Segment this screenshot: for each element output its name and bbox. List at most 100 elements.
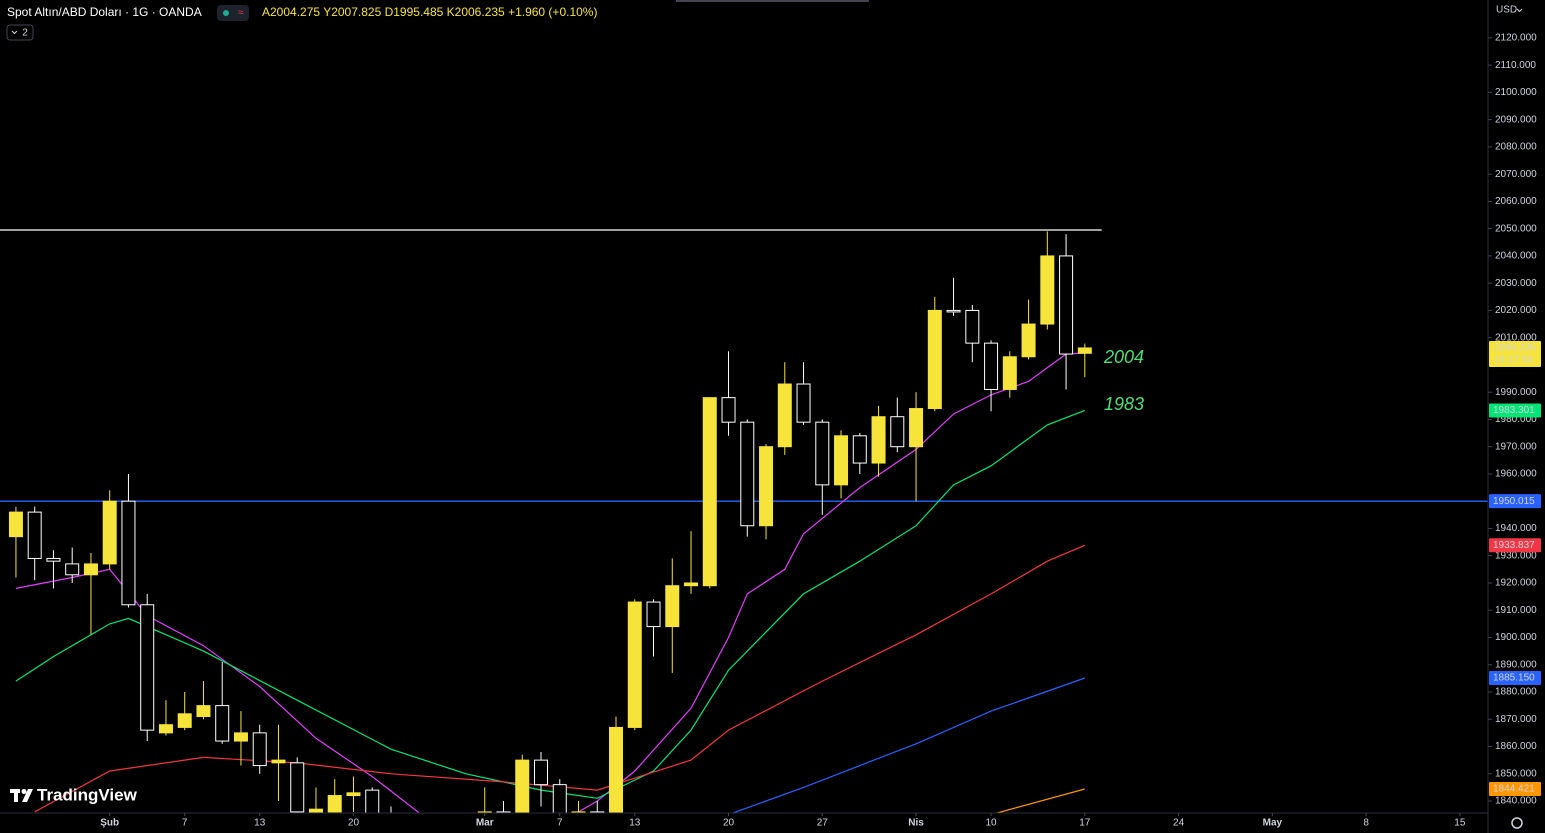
y-tick-label: 1890.000 — [1495, 659, 1537, 670]
axes: 2120.000 2110.000 2100.000 2090.000 2080.000… — [100, 33, 1541, 829]
line-price-badge — [1489, 781, 1541, 796]
moving-average-line — [34, 544, 1086, 813]
y-tick-label: 1860.000 — [1495, 741, 1537, 752]
candle-body — [215, 705, 230, 742]
y-tick-label: 2110.000 — [1495, 60, 1536, 71]
annotation: 1983 — [1104, 394, 1144, 414]
candle-body — [590, 811, 605, 813]
candle-body — [365, 789, 380, 813]
candle-body — [609, 726, 624, 813]
x-tick-label: 7 — [557, 818, 563, 829]
candle-body — [1002, 356, 1017, 390]
line-price-badge-label: 1885.150 — [1493, 673, 1535, 684]
candle-body — [665, 585, 680, 628]
y-tick-label: 1910.000 — [1495, 605, 1537, 616]
candle-body — [1077, 347, 1092, 354]
candle-body — [384, 815, 397, 829]
status-badge[interactable] — [217, 5, 249, 21]
y-tick-label: 2100.000 — [1495, 87, 1537, 98]
y-tick-label: 1940.000 — [1495, 523, 1537, 534]
candle-body — [102, 500, 117, 565]
candle-body — [1040, 255, 1055, 325]
line-price-badge-label: 1983.301 — [1493, 405, 1535, 416]
candle-body — [909, 408, 924, 448]
candle-body — [796, 383, 811, 423]
candle-body — [759, 446, 774, 527]
ohlc-change: +1.960 (+0.10%) — [508, 5, 597, 19]
moving-average-line — [994, 788, 1085, 813]
candle-body — [946, 309, 961, 313]
top-handle — [676, 0, 869, 2]
candle-body — [140, 604, 155, 731]
candle-body — [927, 309, 942, 410]
x-tick-label: 20 — [348, 818, 360, 829]
x-tick-label: Mar — [476, 818, 494, 829]
indicator-toggle[interactable] — [6, 24, 34, 41]
indicator-count: 2 — [22, 28, 28, 39]
candle-body — [627, 601, 642, 728]
watermark-logo — [10, 789, 33, 802]
ohlc-high: Y2007.825 — [323, 5, 381, 19]
currency-chevron — [1516, 8, 1523, 13]
candle-body — [740, 421, 755, 527]
currency-selector[interactable]: USD — [1496, 5, 1517, 16]
candle-body — [684, 582, 699, 587]
x-tick-label: 13 — [629, 818, 641, 829]
symbol-title[interactable]: Spot Altın/ABD Doları · 1G · OANDA — [7, 5, 202, 19]
x-tick-label: 27 — [817, 818, 829, 829]
x-tick-label: 24 — [1173, 818, 1185, 829]
y-tick-label: 1970.000 — [1495, 441, 1537, 452]
candle-body — [27, 511, 42, 559]
hline-price-badge-label: 1950.015 — [1493, 496, 1535, 507]
candle-body — [984, 342, 999, 390]
candle-body — [815, 421, 830, 486]
countdown-label: 15:17:50 — [1494, 355, 1533, 366]
candle-body — [721, 397, 736, 423]
candle-body — [496, 811, 511, 813]
y-tick-label: 2030.000 — [1495, 278, 1537, 289]
moving-average-line — [15, 352, 1085, 813]
candle-body — [534, 759, 549, 786]
y-tick-label: 1880.000 — [1495, 687, 1537, 698]
line-price-badge-label: 1933.837 — [1493, 540, 1535, 551]
chevron-icon — [11, 30, 18, 35]
x-tick-label: 7 — [182, 818, 188, 829]
candle-body — [1059, 255, 1074, 355]
y-tick-label: 1840.000 — [1495, 796, 1537, 807]
candle-body — [83, 563, 98, 576]
y-tick-label: 1870.000 — [1495, 714, 1537, 725]
line-price-badge-label: 1844.421 — [1493, 784, 1535, 795]
y-tick-label: 1930.000 — [1495, 550, 1537, 561]
moving-average-line — [731, 677, 1085, 813]
candle-body — [158, 724, 173, 734]
y-tick-label: 1980.000 — [1495, 414, 1537, 425]
candle-body — [233, 732, 248, 742]
y-tick-label: 2070.000 — [1495, 169, 1537, 180]
x-tick-label: Nis — [908, 818, 924, 829]
y-tick-label: 1920.000 — [1495, 578, 1537, 589]
settings-icon[interactable] — [1511, 817, 1523, 829]
candle-body — [65, 563, 80, 576]
candle-body — [852, 435, 867, 464]
candle-body — [477, 811, 492, 813]
x-tick-label: 13 — [254, 818, 266, 829]
candle-body — [646, 601, 661, 628]
y-tick-label: 2010.000 — [1495, 332, 1537, 343]
plot-area — [0, 229, 1488, 829]
x-tick-label: 20 — [723, 818, 735, 829]
candle-body — [965, 309, 980, 344]
candle-body — [571, 811, 586, 813]
x-tick-label: 10 — [985, 818, 997, 829]
candle-body — [8, 511, 23, 538]
annotation: 2004 — [1103, 347, 1144, 367]
candle-body — [871, 416, 886, 464]
y-tick-label: 1900.000 — [1495, 632, 1537, 643]
candle-body — [777, 383, 792, 448]
hline-price-badge — [1489, 494, 1541, 509]
y-tick-label: 1960.000 — [1495, 469, 1537, 480]
ohlc-open: A2004.275 — [262, 5, 320, 19]
status-dot — [223, 10, 229, 16]
x-tick-label: 8 — [1363, 818, 1369, 829]
candle-body — [308, 808, 323, 813]
